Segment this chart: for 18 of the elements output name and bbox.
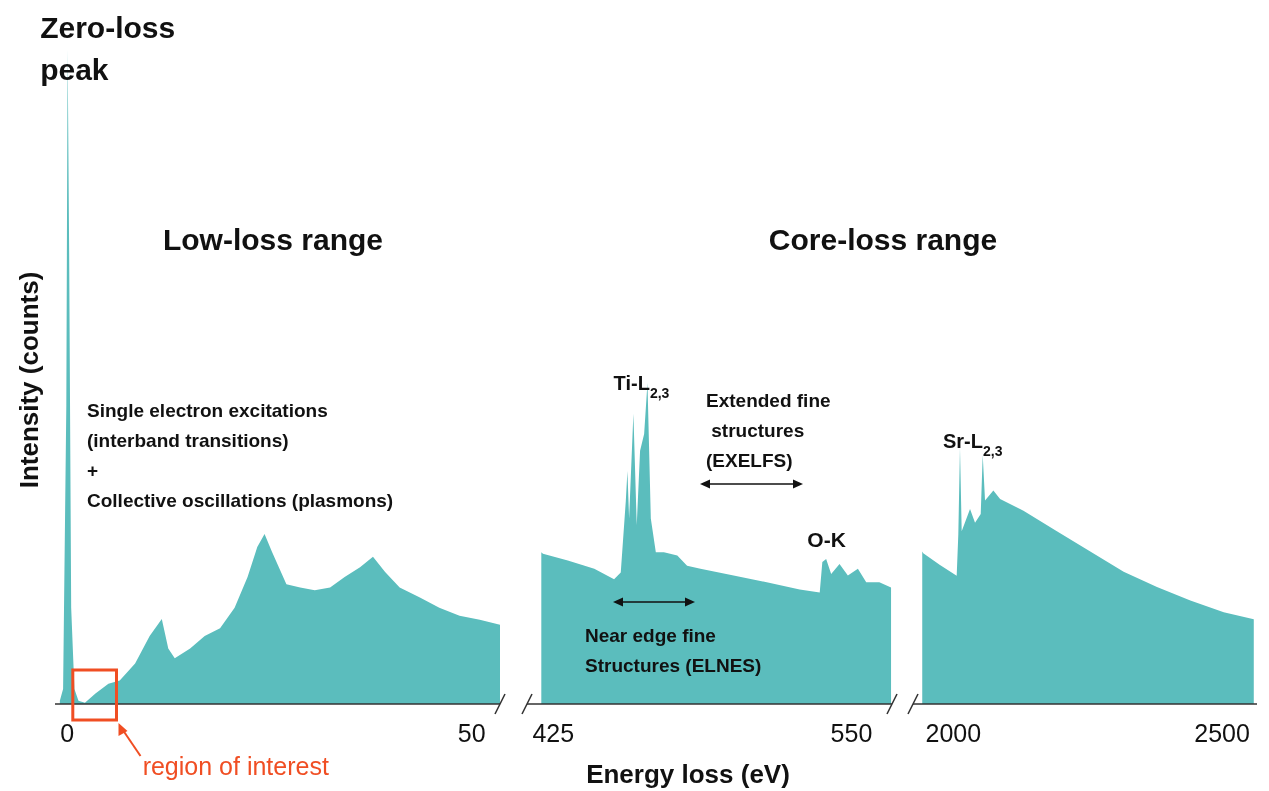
annotation: Near edge fine Structures (ELNES) (585, 625, 762, 676)
chart-title: Core-loss range (768, 223, 998, 256)
annotation: Ti-L$_{2,3}$ (613, 372, 670, 401)
annotation: Single electron excitations (interband transitions) + Collective oscillations (plasmons) (87, 400, 394, 511)
annotation: Sr-L$_{2,3}$ (942, 430, 1003, 459)
annotation: region of interest (142, 752, 329, 780)
annotation: O-K (807, 528, 846, 552)
x-tick-label: 50 (457, 719, 486, 747)
x-axis-title: Energy loss (eV) (586, 759, 790, 789)
y-axis-title: Intensity (counts) (14, 271, 44, 489)
x-tick-label: 550 (830, 719, 873, 747)
x-tick-label: 425 (532, 719, 575, 747)
annotation: Extended fine structures (EXELFS) (706, 390, 831, 471)
x-tick-label: 2000 (925, 719, 982, 747)
x-tick-label: 0 (60, 719, 75, 747)
x-tick-label: 2500 (1194, 719, 1250, 747)
text: Low-loss range (162, 223, 384, 256)
annotation: Zero-loss peak (40, 11, 176, 86)
